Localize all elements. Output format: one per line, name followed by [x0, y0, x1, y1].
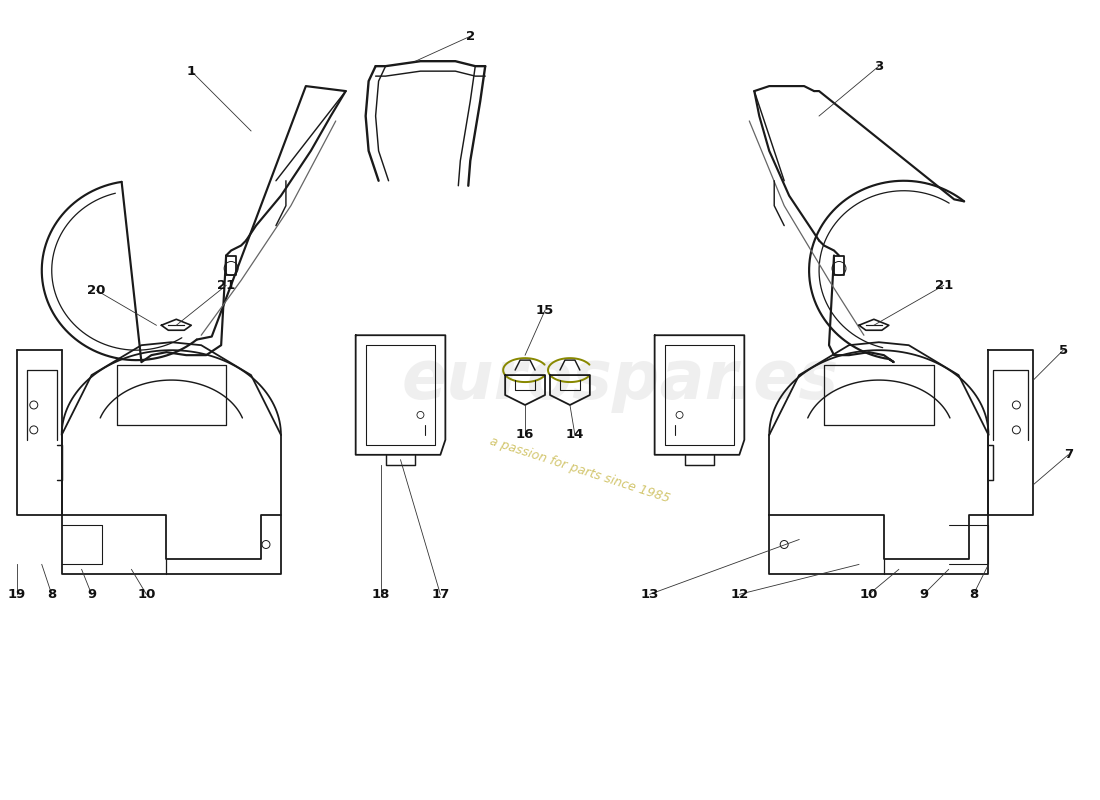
Text: 16: 16 [516, 428, 535, 442]
Text: 3: 3 [874, 60, 883, 73]
Text: 21: 21 [217, 279, 235, 292]
Text: a passion for parts since 1985: a passion for parts since 1985 [488, 434, 672, 505]
Text: 9: 9 [920, 588, 928, 601]
Text: 17: 17 [431, 588, 450, 601]
Text: 14: 14 [565, 428, 584, 442]
Text: 1: 1 [187, 65, 196, 78]
Text: 2: 2 [465, 30, 475, 42]
Text: 7: 7 [1064, 448, 1072, 462]
Text: 18: 18 [372, 588, 389, 601]
Text: 5: 5 [1058, 344, 1068, 357]
Text: eurospar.es: eurospar.es [402, 347, 838, 413]
Text: 12: 12 [730, 588, 748, 601]
Text: 10: 10 [860, 588, 878, 601]
Text: 21: 21 [935, 279, 953, 292]
Text: 20: 20 [87, 284, 106, 297]
Text: 13: 13 [640, 588, 659, 601]
Text: 8: 8 [47, 588, 56, 601]
Text: 8: 8 [969, 588, 978, 601]
Text: 15: 15 [536, 304, 554, 317]
Text: 9: 9 [87, 588, 96, 601]
Text: 19: 19 [8, 588, 26, 601]
Text: 10: 10 [138, 588, 155, 601]
